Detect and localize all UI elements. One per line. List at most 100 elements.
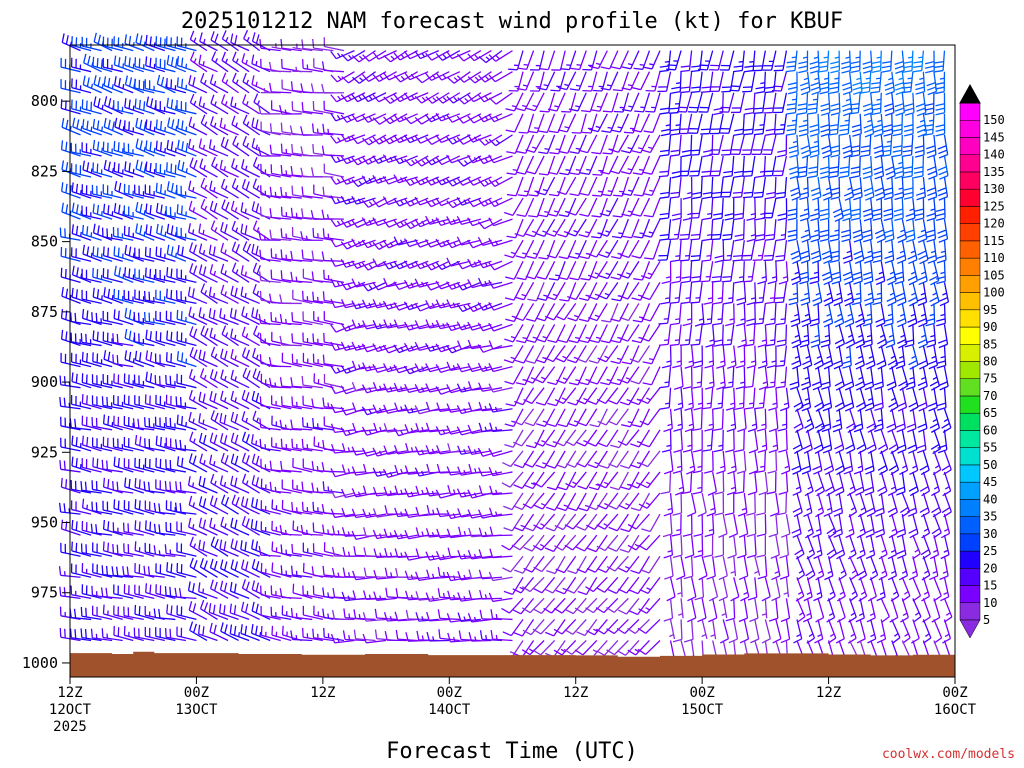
x-tick-label: 00Z bbox=[942, 685, 967, 701]
wind-barb bbox=[165, 352, 187, 368]
wind-barb bbox=[340, 218, 366, 228]
wind-barb bbox=[680, 50, 693, 73]
wind-barb bbox=[123, 436, 144, 452]
wind-barb bbox=[870, 71, 882, 94]
wind-barb bbox=[241, 516, 260, 536]
wind-barb bbox=[746, 219, 757, 243]
wind-barb bbox=[82, 244, 102, 262]
wind-barb bbox=[330, 365, 355, 374]
wind-barb bbox=[60, 57, 81, 73]
wind-barb bbox=[189, 263, 208, 283]
wind-barb bbox=[702, 176, 714, 200]
wind-barb bbox=[788, 282, 799, 306]
wind-barb bbox=[384, 631, 408, 642]
wind-barb bbox=[166, 267, 187, 283]
wind-barb bbox=[726, 408, 737, 433]
wind-barb bbox=[933, 619, 943, 644]
colorbar-label: 20 bbox=[983, 561, 997, 575]
wind-barb bbox=[671, 155, 682, 179]
wind-barb bbox=[187, 476, 208, 494]
wind-barb bbox=[896, 535, 907, 559]
wind-barb bbox=[679, 240, 693, 262]
wind-barb bbox=[199, 599, 218, 620]
wind-barb bbox=[176, 521, 197, 536]
wind-barb bbox=[785, 50, 798, 73]
wind-barb bbox=[301, 417, 323, 431]
wind-barb bbox=[393, 71, 419, 83]
wind-barb bbox=[242, 136, 261, 157]
wind-barb bbox=[268, 357, 292, 368]
wind-barb bbox=[866, 429, 877, 455]
wind-barb bbox=[321, 462, 344, 473]
wind-barb bbox=[60, 352, 81, 368]
wind-barb bbox=[704, 366, 715, 390]
wind-barb bbox=[787, 198, 798, 221]
wind-barb bbox=[198, 539, 218, 557]
wind-barb bbox=[856, 387, 867, 412]
wind-barb bbox=[814, 471, 826, 497]
wind-barb bbox=[908, 556, 919, 581]
wind-barb bbox=[898, 556, 909, 581]
wind-barb bbox=[767, 261, 778, 285]
wind-barb bbox=[144, 394, 165, 410]
wind-barb bbox=[877, 471, 888, 497]
wind-barb bbox=[323, 627, 345, 642]
wind-barb bbox=[301, 438, 323, 452]
wind-barb bbox=[813, 577, 823, 602]
wind-barb bbox=[242, 241, 261, 262]
wind-barb bbox=[892, 134, 903, 158]
wind-barb bbox=[92, 267, 113, 283]
wind-barb bbox=[281, 499, 302, 515]
wind-barb bbox=[211, 51, 229, 73]
wind-barb bbox=[165, 78, 187, 94]
wind-barb bbox=[778, 429, 788, 453]
wind-barb bbox=[633, 50, 651, 71]
wind-barb bbox=[145, 203, 166, 220]
wind-barb bbox=[311, 482, 334, 494]
colorbar-label: 50 bbox=[983, 458, 997, 472]
wind-barb bbox=[568, 366, 587, 386]
wind-barb bbox=[322, 228, 345, 241]
wind-barb bbox=[853, 450, 864, 475]
wind-barb bbox=[82, 119, 102, 136]
wind-barb bbox=[937, 176, 949, 201]
wind-barb bbox=[488, 448, 513, 458]
wind-barb bbox=[241, 431, 260, 452]
wind-barb bbox=[229, 624, 250, 642]
wind-barb bbox=[81, 289, 102, 305]
wind-barb bbox=[80, 606, 102, 621]
wind-barb bbox=[860, 134, 872, 158]
wind-barb bbox=[414, 113, 440, 125]
wind-barb bbox=[189, 157, 208, 178]
wind-barb bbox=[671, 514, 682, 537]
wind-barb bbox=[639, 387, 661, 405]
wind-barb bbox=[134, 289, 155, 305]
wind-barb bbox=[746, 282, 757, 306]
wind-barb bbox=[862, 92, 874, 117]
wind-barb bbox=[750, 619, 760, 644]
wind-barb bbox=[856, 534, 866, 560]
wind-barb bbox=[895, 471, 906, 496]
wind-barb bbox=[176, 626, 197, 642]
wind-barb bbox=[200, 198, 218, 220]
wind-barb bbox=[829, 71, 840, 95]
wind-barb bbox=[200, 73, 218, 94]
wind-barb bbox=[894, 92, 905, 117]
wind-barb bbox=[189, 93, 208, 115]
wind-barb bbox=[518, 113, 535, 134]
wind-barb bbox=[241, 347, 260, 368]
wind-barb bbox=[209, 391, 229, 410]
wind-barb bbox=[92, 203, 113, 220]
wind-barb bbox=[601, 113, 619, 134]
colorbar-label: 90 bbox=[983, 320, 997, 334]
wind-barb bbox=[755, 219, 767, 242]
wind-barb bbox=[630, 450, 651, 469]
wind-barb bbox=[676, 556, 686, 581]
wind-barb bbox=[749, 598, 759, 623]
wind-barb bbox=[516, 197, 535, 218]
wind-barb bbox=[188, 601, 208, 620]
wind-barb bbox=[734, 219, 745, 242]
wind-barb bbox=[101, 227, 123, 241]
wind-barb bbox=[643, 197, 661, 218]
wind-barb bbox=[153, 523, 176, 536]
